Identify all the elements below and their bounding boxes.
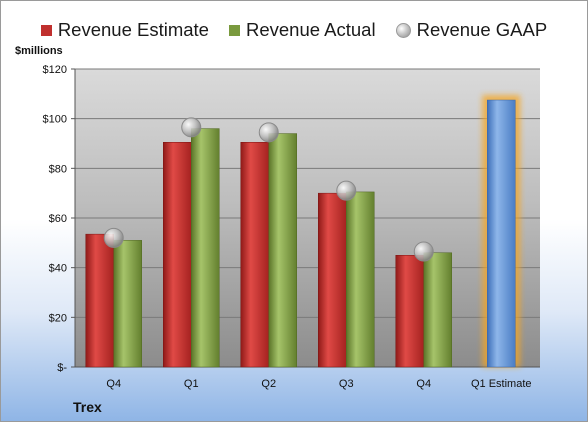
x-tick-label: Q1 Estimate — [471, 378, 532, 390]
bar-revenue-actual — [346, 191, 375, 368]
bar-revenue-actual — [113, 240, 142, 368]
x-tick-label: Q1 — [184, 378, 199, 390]
point-revenue-gaap — [258, 122, 279, 143]
company-label: Trex — [73, 399, 102, 415]
y-tick-label: $100 — [43, 114, 67, 126]
legend: Revenue Estimate Revenue Actual Revenue … — [1, 15, 587, 45]
x-tick-label: Q3 — [339, 378, 354, 390]
legend-swatch-estimate — [40, 24, 52, 36]
y-tick-label: $120 — [43, 64, 67, 76]
bar-revenue-estimate — [240, 142, 269, 368]
bar-revenue-estimate — [395, 255, 424, 368]
x-tick-label: Q4 — [416, 378, 431, 390]
x-tick-label: Q4 — [106, 378, 121, 390]
x-tick-label: Q2 — [261, 378, 276, 390]
bar-revenue-estimate — [318, 192, 347, 368]
y-tick-label: $80 — [49, 163, 67, 175]
y-tick-label: $60 — [49, 213, 67, 225]
point-revenue-gaap — [103, 227, 124, 248]
bar-revenue-estimate — [85, 233, 114, 368]
legend-item-actual: Revenue Actual — [228, 19, 376, 41]
legend-label-gaap: Revenue GAAP — [416, 19, 548, 40]
bar-revenue-estimate — [487, 99, 516, 368]
legend-item-estimate: Revenue Estimate — [40, 19, 209, 41]
bar-revenue-actual — [268, 133, 297, 368]
legend-label-estimate: Revenue Estimate — [57, 19, 209, 40]
y-axis-unit-label: $millions — [15, 45, 63, 57]
y-tick-label: $- — [57, 362, 67, 374]
legend-swatch-actual — [228, 24, 240, 36]
bar-revenue-actual — [423, 252, 452, 368]
bar-revenue-actual — [191, 128, 220, 368]
y-tick-label: $20 — [49, 312, 67, 324]
point-revenue-gaap — [181, 117, 202, 138]
y-tick-label: $40 — [49, 263, 67, 275]
point-revenue-gaap — [336, 180, 357, 201]
point-revenue-gaap — [413, 241, 434, 262]
legend-label-actual: Revenue Actual — [245, 19, 376, 40]
legend-item-gaap: Revenue GAAP — [395, 19, 548, 41]
bar-revenue-estimate — [163, 142, 192, 368]
legend-marker-gaap — [395, 22, 411, 38]
